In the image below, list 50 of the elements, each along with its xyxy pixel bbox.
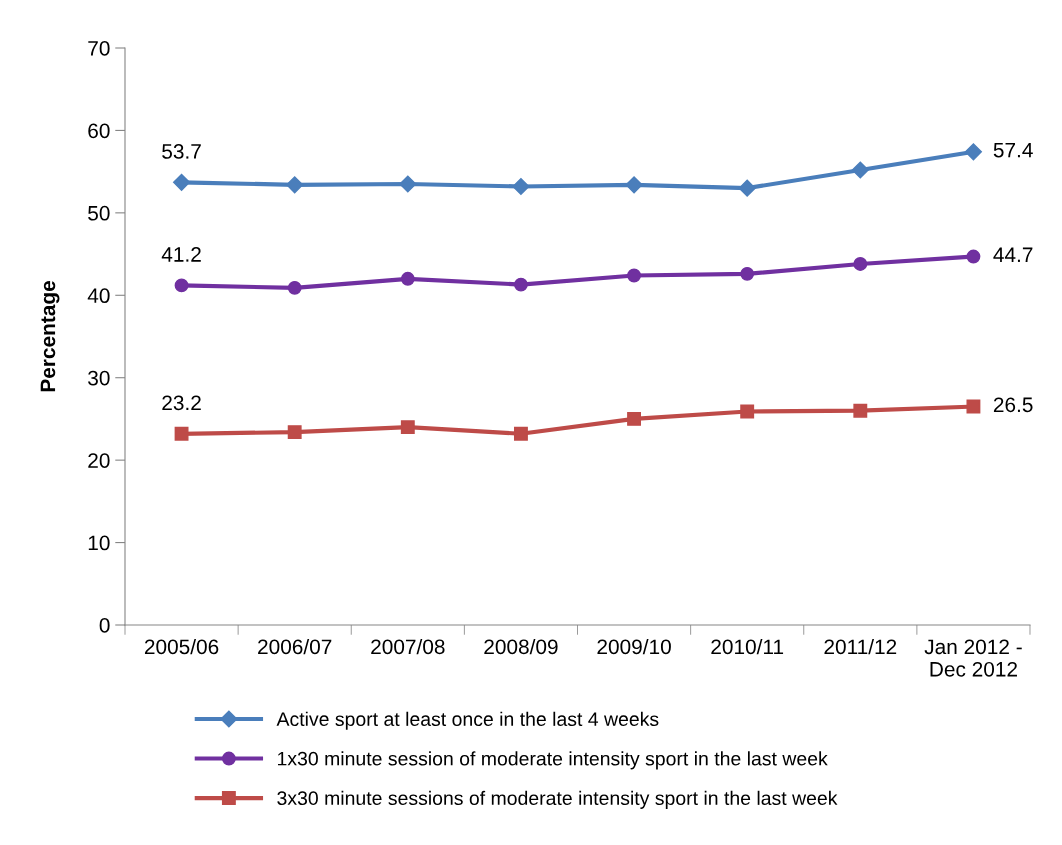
point [400,271,415,286]
legend-label: 1x30 minute session of moderate intensity sport in the last week [278,751,828,770]
y-axis-title: Percentage [40,281,60,392]
point [625,176,643,194]
x-tick-label: 2010/11 [711,638,784,655]
point [174,278,189,293]
point [966,249,981,264]
point [740,404,755,419]
x-tick-label: 2008/09 [484,638,558,655]
point [287,280,302,295]
y-tick-label: 10 [88,535,110,551]
point [173,173,191,191]
legend-label: 3x30 minute sessions of moderate intensity sport in the last week [277,790,838,809]
x-tick-label: 2005/06 [144,638,219,655]
point [512,177,530,196]
x-tick-label: 2006/07 [258,638,332,655]
legend-label: Active sport at least once in the last 4 weeks [276,711,659,730]
data-label: 26.5 [993,397,1033,413]
point [853,257,868,271]
y-tick-label: 30 [88,370,110,386]
x-tick-label: 2011/12 [824,638,897,655]
point [399,175,417,193]
data-label: 44.7 [993,247,1033,262]
point [286,176,304,194]
y-tick-label: 60 [88,123,110,139]
point [287,425,302,440]
point [964,143,982,161]
point [627,411,642,426]
point [740,266,755,281]
data-label: 57.4 [993,142,1033,158]
point [738,179,756,197]
data-label: 23.2 [162,395,201,411]
point [966,399,981,414]
y-tick-label: 70 [88,41,110,56]
x-tick-label: Jan 2012 - Dec 2012 [924,639,1022,677]
data-label: 53.7 [162,144,201,159]
y-tick-label: 50 [88,205,110,221]
point [851,161,869,179]
data-label: 41.2 [161,247,201,262]
point [513,426,528,441]
point [174,426,189,441]
point [400,420,415,435]
y-tick-label: 0 [99,618,110,633]
point [513,277,528,292]
y-tick-label: 40 [87,288,110,304]
x-tick-label: 2007/08 [371,638,445,655]
y-tick-label: 20 [88,453,110,468]
point [627,268,642,283]
point [853,403,868,418]
x-tick-label: 2009/10 [597,638,671,655]
